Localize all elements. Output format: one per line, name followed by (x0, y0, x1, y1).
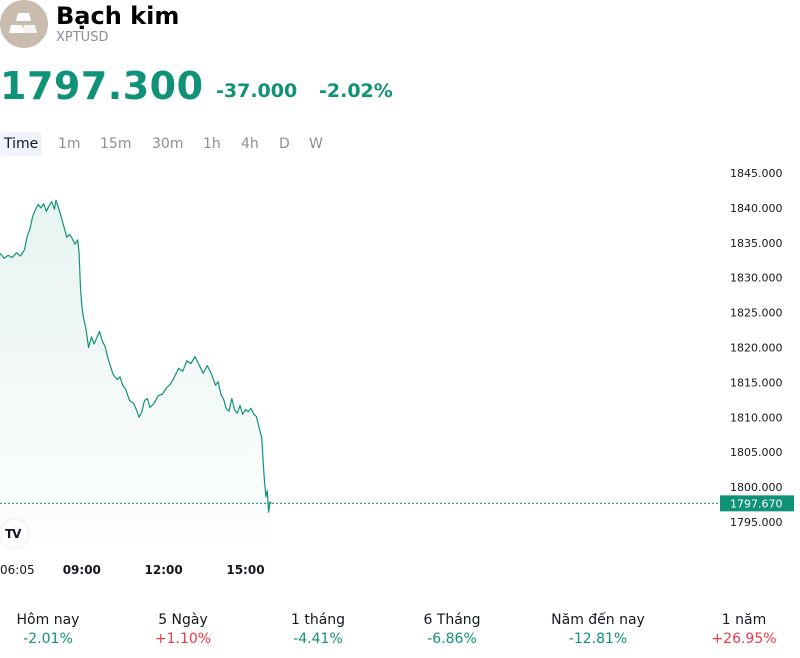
tab-1m[interactable]: 1m (58, 136, 81, 152)
y-axis-tick-label: 1840.000 (730, 202, 783, 215)
perf-label: 6 Tháng (423, 612, 481, 628)
x-axis-tick-label: 06:05 (0, 563, 35, 577)
last-price-label-bg (720, 495, 794, 512)
perf-today[interactable]: Hôm nay -2.01% (0, 610, 113, 648)
perf-1-year[interactable]: 1 năm +26.95% (679, 610, 800, 648)
tab-4h[interactable]: 4h (241, 136, 259, 152)
last-price-label: 1797.670 (730, 497, 783, 510)
x-axis-tick-label: 12:00 (145, 563, 183, 577)
perf-value: -2.01% (23, 631, 73, 647)
y-axis-tick-label: 1805.000 (730, 446, 783, 459)
perf-label: 5 Ngày (158, 612, 208, 628)
price-change-percent: -2.02% (319, 80, 393, 102)
perf-label: Năm đến nay (551, 612, 645, 628)
quote-row: 1797.300 -37.000 -2.02% (0, 62, 800, 112)
y-axis-tick-label: 1825.000 (730, 307, 783, 320)
tab-1h[interactable]: 1h (203, 136, 221, 152)
perf-value: +1.10% (154, 631, 212, 647)
perf-5-days[interactable]: 5 Ngày +1.10% (118, 610, 248, 648)
last-price: 1797.300 (0, 64, 204, 108)
perf-value: -4.41% (293, 631, 343, 647)
perf-label: Hôm nay (16, 612, 80, 628)
platinum-bars-icon (0, 0, 48, 48)
tab-w[interactable]: W (309, 136, 323, 152)
y-axis-tick-label: 1830.000 (730, 272, 783, 285)
price-area-fill (0, 200, 272, 540)
perf-value: -12.81% (568, 631, 628, 647)
perf-ytd[interactable]: Năm đến nay -12.81% (533, 610, 663, 648)
perf-6-months[interactable]: 6 Tháng -6.86% (387, 610, 517, 648)
tradingview-logo-text: TV (5, 527, 22, 541)
price-chart[interactable]: 1845.000 1840.000 1835.000 1830.000 1825.000… (0, 160, 800, 580)
timeframe-tabs: Time 1m 15m 30m 1h 4h D W (0, 132, 400, 156)
perf-1-month[interactable]: 1 tháng -4.41% (253, 610, 383, 648)
y-axis-tick-label: 1815.000 (730, 376, 783, 389)
symbol-title: Bạch kim (56, 2, 180, 30)
y-axis-tick-label: 1795.000 (730, 516, 783, 529)
price-change: -37.000 (216, 80, 298, 102)
y-axis-tick-label: 1835.000 (730, 237, 783, 250)
perf-value: -6.86% (427, 631, 477, 647)
tab-15m[interactable]: 15m (100, 136, 132, 152)
price-series-line (0, 199, 272, 513)
price-chart-svg[interactable]: 1845.000 1840.000 1835.000 1830.000 1825.000… (0, 160, 800, 580)
performance-bar: Hôm nay -2.01% 5 Ngày +1.10% 1 tháng -4.… (0, 610, 800, 650)
tab-d[interactable]: D (279, 136, 290, 152)
perf-value: +26.95% (711, 631, 777, 647)
tradingview-logo-icon[interactable]: TV (0, 520, 28, 548)
tab-time[interactable]: Time (0, 132, 43, 156)
perf-label: 1 năm (721, 612, 767, 628)
y-axis-tick-label: 1820.000 (730, 342, 783, 355)
x-axis-tick-label: 15:00 (226, 563, 264, 577)
tab-30m[interactable]: 30m (152, 136, 184, 152)
symbol-ticker: XPTUSD (56, 30, 109, 45)
y-axis-tick-label: 1800.000 (730, 481, 783, 494)
y-axis-tick-label: 1845.000 (730, 167, 783, 180)
perf-label: 1 tháng (290, 612, 346, 628)
y-axis-tick-label: 1810.000 (730, 411, 783, 424)
x-axis-tick-label: 09:00 (63, 563, 101, 577)
symbol-header: Bạch kim XPTUSD (0, 0, 800, 56)
